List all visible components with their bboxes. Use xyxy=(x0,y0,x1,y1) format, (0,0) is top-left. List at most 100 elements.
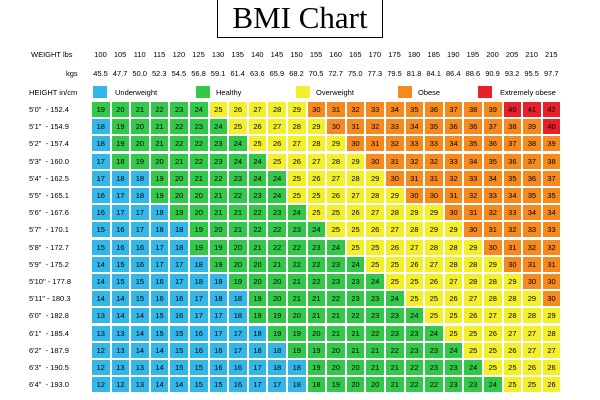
bmi-cell: 31 xyxy=(366,136,384,152)
bmi-cell: 25 xyxy=(444,325,463,341)
bmi-cell: 32 xyxy=(346,102,365,117)
bmi-cell: 18 xyxy=(170,239,188,255)
bmi-cell: 33 xyxy=(542,222,561,238)
bmi-cell: 17 xyxy=(248,360,267,375)
bmi-cell: 22 xyxy=(229,188,247,203)
weight-lbs-tick: 205 xyxy=(505,50,519,59)
bmi-cell: 27 xyxy=(484,308,502,324)
weight-lbs-tick: 145 xyxy=(270,50,284,59)
bmi-cell: 27 xyxy=(248,102,267,117)
bmi-cell: 19 xyxy=(307,342,326,358)
bmi-cell: 17 xyxy=(92,170,110,186)
bmi-cell: 26 xyxy=(503,342,522,358)
weight-lbs-tick: 170 xyxy=(368,50,382,59)
bmi-cell: 25 xyxy=(268,153,286,169)
bmi-cell: 19 xyxy=(268,308,286,324)
bmi-cell: 22 xyxy=(405,377,424,393)
bmi-cell: 24 xyxy=(327,239,345,255)
bmi-cell: 17 xyxy=(111,205,130,221)
bmi-cell: 30 xyxy=(405,188,424,203)
bmi-cell: 23 xyxy=(229,170,247,186)
bmi-cell: 22 xyxy=(366,325,384,341)
bmi-cell: 19 xyxy=(92,102,110,117)
bmi-cell: 20 xyxy=(268,291,286,307)
bmi-cell: 20 xyxy=(190,205,208,221)
bmi-cell: 27 xyxy=(405,239,424,255)
bmi-cell: 33 xyxy=(425,136,443,152)
weight-lbs-tick: 160 xyxy=(329,50,342,59)
bmi-cell: 34 xyxy=(444,136,463,152)
bmi-cell: 16 xyxy=(209,360,228,375)
weight-kgs-tick: 86.4 xyxy=(445,69,461,78)
bmi-cell: 15 xyxy=(190,377,208,393)
bmi-cell: 26 xyxy=(444,291,463,307)
weight-lbs-tick: 200 xyxy=(486,50,499,59)
bmi-cell: 24 xyxy=(346,256,365,272)
bmi-cell: 32 xyxy=(386,136,404,152)
bmi-cell: 15 xyxy=(190,360,208,375)
bmi-cell: 22 xyxy=(190,136,208,152)
weight-kgs-tick: 70.5 xyxy=(308,69,324,78)
bmi-cell: 32 xyxy=(405,153,424,169)
weight-kgs-tick: 79.5 xyxy=(387,69,402,78)
weight-kgs-tick: 68.2 xyxy=(289,69,304,78)
weight-kgs-tick: 90.9 xyxy=(485,69,500,78)
bmi-cell: 17 xyxy=(170,274,188,289)
weight-lbs-tick: 165 xyxy=(349,50,362,59)
bmi-cell: 25 xyxy=(366,239,384,255)
bmi-cell: 21 xyxy=(327,308,345,324)
bmi-cell: 12 xyxy=(111,377,130,393)
bmi-cell: 29 xyxy=(425,222,443,238)
bmi-cell: 14 xyxy=(150,342,169,358)
bmi-cell: 38 xyxy=(464,102,482,117)
bmi-cell: 25 xyxy=(464,342,482,358)
bmi-cell: 26 xyxy=(248,119,267,135)
bmi-cell: 35 xyxy=(425,119,443,135)
weight-lbs-tick: 135 xyxy=(231,50,244,59)
legend-label-obese: Obese xyxy=(418,88,441,97)
bmi-cell: 30 xyxy=(503,256,522,272)
height-row-label: 6'2" - 187.9 xyxy=(29,345,69,355)
bmi-cell: 24 xyxy=(464,360,482,375)
bmi-cell: 25 xyxy=(503,360,522,375)
bmi-cell: 18 xyxy=(307,377,326,393)
legend-swatch-overweight xyxy=(296,86,310,98)
bmi-grid xyxy=(90,100,563,395)
legend-label-extremely-obese: Extremely obese xyxy=(500,88,556,97)
bmi-cell: 18 xyxy=(209,291,228,307)
bmi-cell: 27 xyxy=(268,119,286,135)
bmi-cell: 12 xyxy=(92,360,110,375)
bmi-cell: 32 xyxy=(366,119,384,135)
bmi-cell: 39 xyxy=(523,119,541,135)
bmi-cell: 19 xyxy=(209,239,228,255)
bmi-cell: 26 xyxy=(425,274,443,289)
bmi-cell: 27 xyxy=(523,325,541,341)
bmi-cell: 12 xyxy=(92,342,110,358)
bmi-cell: 21 xyxy=(288,274,306,289)
bmi-cell: 28 xyxy=(542,325,561,341)
bmi-cell: 21 xyxy=(150,136,169,152)
bmi-cell: 29 xyxy=(444,222,463,238)
bmi-cell: 18 xyxy=(190,274,208,289)
bmi-cell: 20 xyxy=(111,102,130,117)
bmi-cell: 29 xyxy=(327,136,345,152)
bmi-cell: 25 xyxy=(405,291,424,307)
bmi-cell: 20 xyxy=(366,377,384,393)
bmi-cell: 29 xyxy=(464,239,482,255)
bmi-cell: 29 xyxy=(405,205,424,221)
bmi-cell: 19 xyxy=(327,377,345,393)
weight-lbs-tick: 155 xyxy=(309,50,323,59)
bmi-cell: 18 xyxy=(209,274,228,289)
bmi-cell: 32 xyxy=(503,222,522,238)
bmi-cell: 31 xyxy=(425,170,443,186)
bmi-cell: 26 xyxy=(366,222,384,238)
bmi-cell: 15 xyxy=(131,291,149,307)
bmi-cell: 22 xyxy=(248,222,267,238)
height-row-label: 5'0" - 152.4 xyxy=(29,105,69,114)
bmi-cell: 13 xyxy=(131,377,149,393)
bmi-cell: 28 xyxy=(327,153,345,169)
bmi-cell: 25 xyxy=(405,274,424,289)
bmi-cell: 33 xyxy=(405,136,424,152)
bmi-cell: 20 xyxy=(346,377,365,393)
bmi-cell: 24 xyxy=(366,274,384,289)
